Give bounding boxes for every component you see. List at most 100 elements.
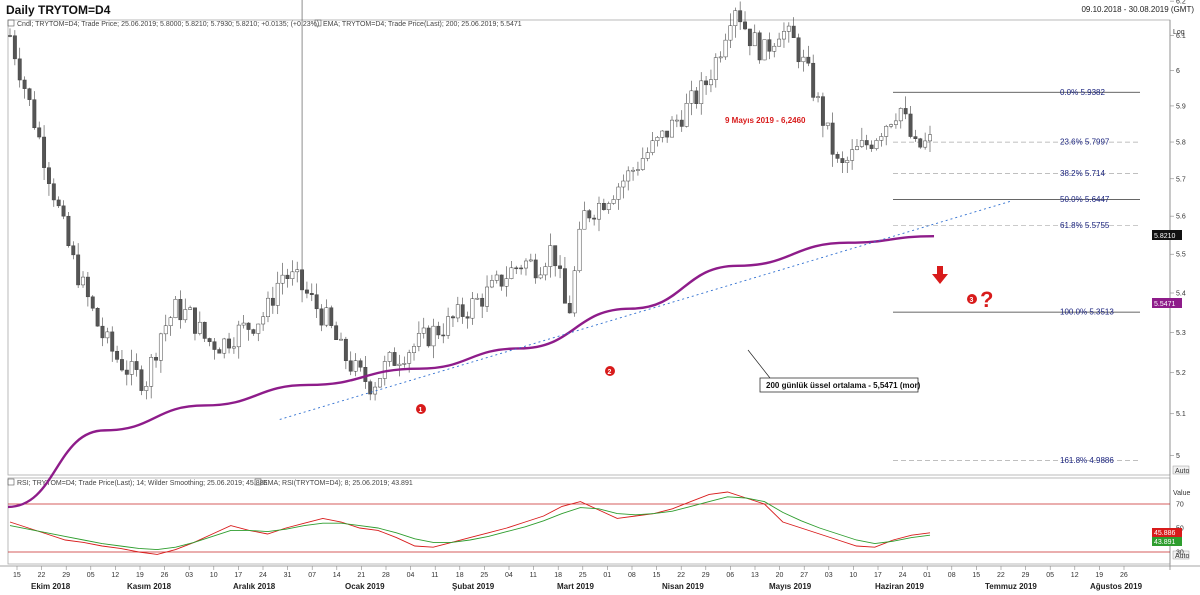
candle <box>762 39 767 61</box>
candle <box>864 140 869 146</box>
candle <box>631 169 636 172</box>
x-tick-label: 29 <box>62 572 70 579</box>
fib-label: 38.2% 5.714 <box>1060 169 1105 178</box>
auto-scale-bottom-label: Auto <box>1175 553 1190 560</box>
candle <box>489 280 494 288</box>
x-tick-label: 22 <box>997 572 1005 579</box>
candle <box>110 331 115 352</box>
svg-text:1: 1 <box>419 407 423 414</box>
candle <box>514 267 519 270</box>
candle <box>95 307 100 327</box>
date-range: 09.10.2018 - 30.08.2019 (GMT) <box>1081 5 1194 14</box>
candle <box>767 39 772 52</box>
log-label: Log <box>1173 29 1185 36</box>
candle <box>27 88 32 100</box>
candle <box>334 325 339 340</box>
candle <box>304 289 309 294</box>
candle <box>611 199 616 204</box>
candle <box>640 158 645 170</box>
x-tick-label: 31 <box>284 572 292 579</box>
candle <box>660 130 665 138</box>
candle <box>90 296 95 309</box>
month-label: Şubat 2019 <box>452 582 495 591</box>
candle <box>743 21 747 30</box>
last-price-tag <box>1152 230 1182 240</box>
candle <box>363 367 368 382</box>
candle <box>548 245 553 267</box>
candle <box>499 274 504 287</box>
candle <box>733 10 738 26</box>
y-tick-label: 5.7 <box>1176 176 1186 183</box>
candle <box>56 199 61 207</box>
rsi-tick-label: 70 <box>1176 502 1184 509</box>
auto-scale-bottom[interactable] <box>1172 550 1190 560</box>
candle <box>339 338 343 341</box>
candle <box>387 352 392 362</box>
x-tick-label: 24 <box>259 572 267 579</box>
x-tick-label: 12 <box>1071 572 1079 579</box>
candle <box>562 268 567 304</box>
fibonacci-levels: 0.0% 5.9382 23.6% 5.7997 38.2% 5.714 50.0% … <box>893 88 1140 465</box>
candle <box>368 381 373 395</box>
candle <box>168 317 173 327</box>
candle <box>455 304 460 319</box>
candle <box>431 325 436 347</box>
rsi-pane <box>7 477 1171 565</box>
y-tick-label: 5.3 <box>1176 330 1186 337</box>
candle <box>66 215 71 246</box>
candle <box>801 56 806 63</box>
last-price-tag-label: 5.8210 <box>1154 233 1176 240</box>
candle <box>12 35 17 60</box>
candle <box>377 378 382 388</box>
month-label: Mayıs 2019 <box>769 582 812 591</box>
candle <box>494 274 499 281</box>
y-tick-label: 6.2 <box>1176 0 1186 6</box>
candle <box>699 80 704 104</box>
candle <box>650 140 655 153</box>
candle <box>869 144 874 149</box>
candle <box>845 160 850 163</box>
candle <box>704 80 709 86</box>
candle <box>528 259 533 262</box>
candle <box>105 331 110 339</box>
candle <box>22 79 27 89</box>
candle <box>918 138 923 148</box>
auto-scale-top[interactable] <box>1172 465 1190 475</box>
candle <box>295 269 300 273</box>
candle <box>309 293 314 295</box>
candle <box>553 245 558 267</box>
candle <box>855 146 859 150</box>
candle <box>923 140 928 148</box>
candle <box>314 294 319 310</box>
candle <box>154 357 158 361</box>
rsi-value-tag-label: 45.886 <box>1154 530 1176 537</box>
candle <box>850 149 855 161</box>
candle <box>261 316 266 325</box>
candle <box>782 31 786 40</box>
candle <box>115 351 120 360</box>
candle <box>207 338 212 342</box>
x-tick-label: 06 <box>726 572 734 579</box>
month-label: Kasım 2018 <box>127 582 172 591</box>
candle <box>441 334 446 337</box>
x-tick-label: 21 <box>357 572 365 579</box>
candle <box>713 57 718 80</box>
candle <box>504 278 509 287</box>
candle <box>149 357 154 387</box>
marker-3: 3 <box>967 294 977 304</box>
candle <box>747 28 752 47</box>
candle <box>460 304 465 317</box>
peak-annotation: 9 Mayıs 2019 - 6,2460 <box>725 116 806 125</box>
y-tick-label: 5.6 <box>1176 214 1186 221</box>
x-tick-label: 29 <box>702 572 710 579</box>
candle <box>100 325 105 339</box>
x-tick-label: 15 <box>13 572 21 579</box>
candle <box>903 108 908 115</box>
candle <box>348 360 353 372</box>
y-tick-label: 5.1 <box>1176 411 1186 418</box>
month-label: Aralık 2018 <box>233 582 276 591</box>
chart-title: Daily TRYTOM=D4 <box>6 3 111 17</box>
candle <box>202 321 207 339</box>
candle <box>738 10 743 23</box>
